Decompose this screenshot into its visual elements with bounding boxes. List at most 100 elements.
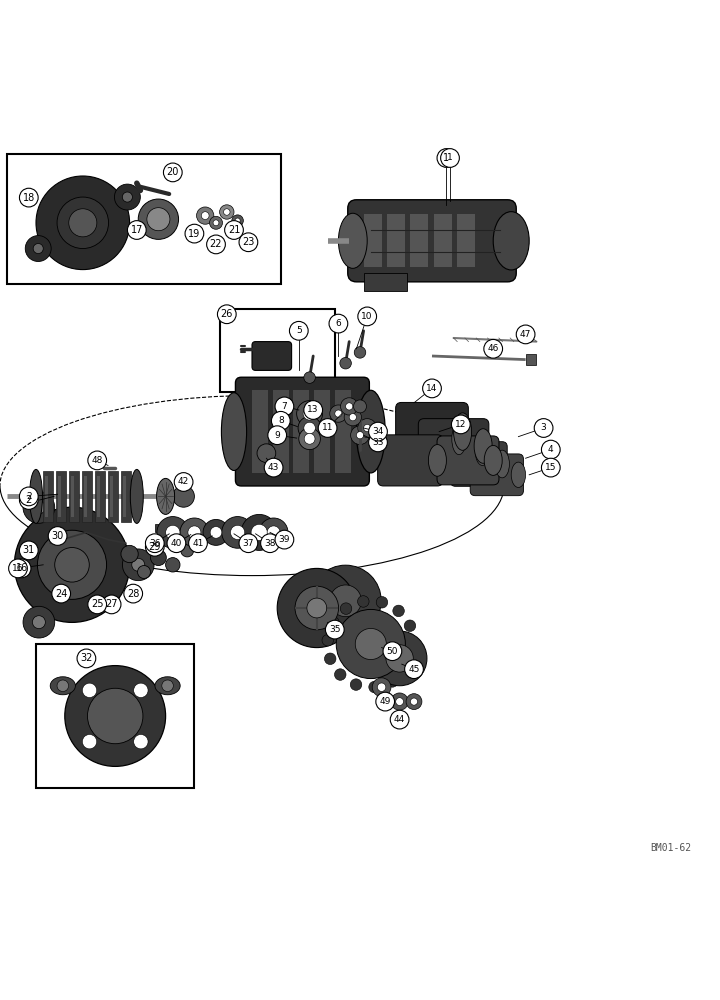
Bar — [335, 390, 351, 473]
Circle shape — [239, 534, 258, 553]
Circle shape — [181, 544, 194, 557]
Ellipse shape — [157, 478, 174, 514]
Circle shape — [138, 566, 150, 578]
Ellipse shape — [511, 462, 526, 487]
Bar — [84, 476, 87, 517]
Circle shape — [220, 205, 234, 219]
Circle shape — [180, 518, 209, 547]
Circle shape — [335, 669, 346, 680]
Ellipse shape — [493, 212, 529, 270]
Circle shape — [400, 663, 412, 675]
Circle shape — [377, 597, 388, 608]
Circle shape — [188, 526, 201, 539]
Circle shape — [232, 215, 243, 226]
Circle shape — [102, 595, 121, 614]
Circle shape — [341, 603, 352, 614]
Bar — [36, 644, 194, 788]
Circle shape — [408, 638, 420, 650]
FancyBboxPatch shape — [400, 414, 464, 464]
Bar — [108, 471, 118, 522]
Circle shape — [174, 473, 193, 491]
Circle shape — [393, 605, 405, 617]
Ellipse shape — [475, 437, 490, 465]
Bar — [273, 390, 289, 473]
Circle shape — [346, 403, 353, 410]
Circle shape — [239, 233, 258, 252]
Circle shape — [322, 634, 333, 646]
Circle shape — [390, 710, 409, 729]
Circle shape — [437, 149, 456, 167]
Circle shape — [369, 422, 387, 441]
Circle shape — [207, 235, 225, 254]
Ellipse shape — [474, 429, 492, 463]
Circle shape — [210, 216, 222, 229]
Circle shape — [88, 595, 107, 614]
Circle shape — [202, 212, 209, 219]
Circle shape — [264, 458, 283, 477]
FancyBboxPatch shape — [427, 428, 487, 474]
Text: 48: 48 — [91, 456, 103, 465]
Circle shape — [145, 537, 164, 556]
Bar — [155, 524, 173, 532]
Circle shape — [25, 236, 51, 262]
Text: 15: 15 — [545, 463, 557, 472]
Circle shape — [19, 541, 38, 560]
Circle shape — [325, 620, 344, 639]
Circle shape — [48, 527, 67, 545]
Text: 17: 17 — [130, 225, 143, 235]
FancyBboxPatch shape — [470, 454, 523, 496]
Circle shape — [383, 642, 402, 661]
Circle shape — [305, 433, 315, 444]
Text: 39: 39 — [279, 535, 290, 544]
Text: 34: 34 — [372, 427, 384, 436]
Circle shape — [134, 683, 148, 698]
Circle shape — [203, 519, 229, 545]
Text: 1: 1 — [447, 153, 453, 162]
Text: 28: 28 — [127, 589, 140, 599]
Bar — [123, 476, 126, 517]
Bar — [410, 214, 428, 267]
Text: 8: 8 — [278, 416, 284, 425]
Ellipse shape — [454, 413, 472, 450]
Text: 11: 11 — [322, 424, 333, 432]
Text: 1: 1 — [444, 153, 449, 163]
FancyBboxPatch shape — [348, 200, 516, 282]
Circle shape — [358, 419, 377, 437]
Ellipse shape — [356, 390, 385, 473]
Circle shape — [19, 188, 38, 207]
Circle shape — [330, 405, 347, 422]
Circle shape — [197, 207, 214, 224]
Circle shape — [330, 585, 361, 617]
Circle shape — [297, 401, 323, 427]
Bar — [97, 476, 100, 517]
Text: 25: 25 — [91, 599, 104, 609]
Circle shape — [19, 487, 38, 506]
Circle shape — [257, 444, 276, 463]
Bar — [95, 471, 105, 522]
Circle shape — [271, 411, 290, 430]
Circle shape — [423, 379, 441, 398]
Bar — [82, 471, 92, 522]
Circle shape — [406, 694, 422, 710]
Circle shape — [318, 419, 337, 437]
Circle shape — [377, 683, 386, 691]
Circle shape — [185, 224, 204, 243]
Circle shape — [303, 407, 316, 420]
Circle shape — [52, 584, 71, 603]
Circle shape — [251, 524, 267, 540]
Bar — [7, 154, 281, 284]
Bar — [191, 537, 204, 543]
Circle shape — [124, 584, 143, 603]
Text: 37: 37 — [243, 539, 254, 548]
Ellipse shape — [485, 445, 503, 475]
Circle shape — [356, 432, 364, 439]
Circle shape — [77, 649, 96, 668]
Circle shape — [114, 184, 140, 210]
Text: 23: 23 — [242, 237, 255, 247]
Circle shape — [167, 534, 186, 553]
Circle shape — [88, 688, 143, 744]
Circle shape — [9, 559, 27, 578]
Circle shape — [88, 451, 107, 470]
Circle shape — [122, 192, 132, 202]
Circle shape — [350, 679, 361, 690]
